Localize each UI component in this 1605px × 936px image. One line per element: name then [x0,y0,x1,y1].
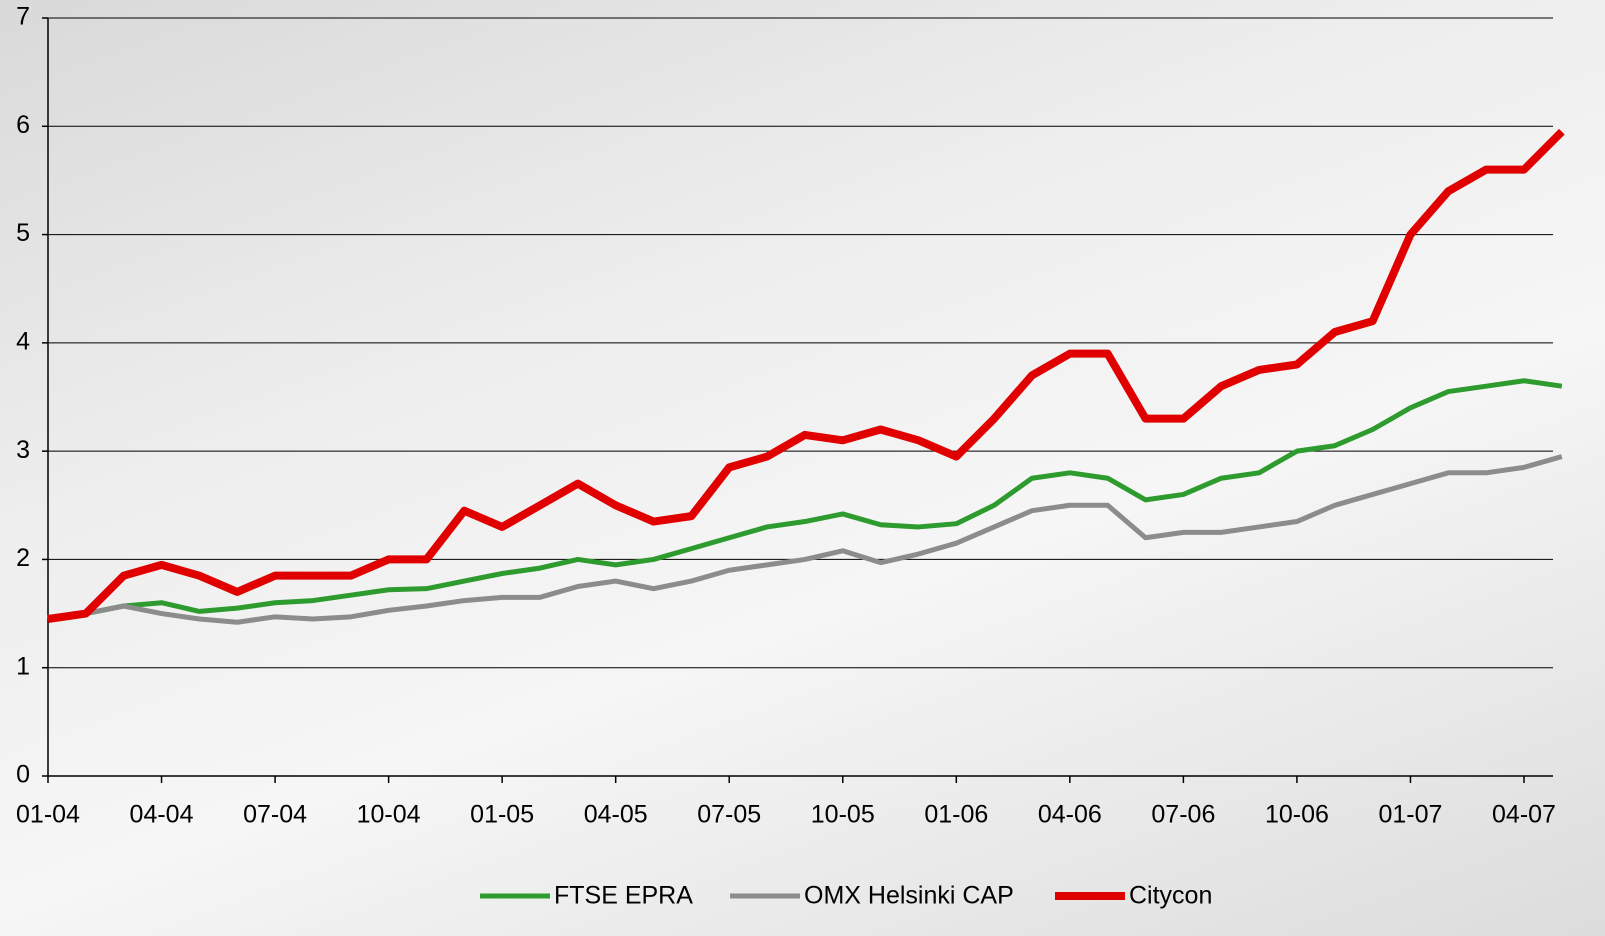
x-tick-label: 01-06 [924,801,988,829]
x-tick-label: 04-06 [1038,801,1102,829]
y-tick-label: 7 [16,3,30,31]
legend-label: FTSE EPRA [554,882,693,910]
y-tick-label: 4 [16,327,30,355]
x-tick-label: 10-04 [357,801,421,829]
series-line [47,128,1565,623]
x-tick-label: 04-07 [1492,801,1556,829]
x-tick-label: 07-06 [1151,801,1215,829]
y-tick-label: 1 [16,652,30,680]
legend-label: OMX Helsinki CAP [804,882,1014,910]
y-tick-label: 0 [16,761,30,789]
x-tick-label: 04-05 [584,801,648,829]
x-tick-label: 07-04 [243,801,307,829]
x-tick-label: 01-07 [1378,801,1442,829]
legend-label: Citycon [1129,882,1212,910]
series-line [47,378,1563,622]
y-tick-label: 2 [16,544,30,572]
y-tick-label: 6 [16,111,30,139]
x-tick-label: 01-04 [16,801,80,829]
y-tick-label: 5 [16,219,30,247]
x-tick-label: 01-05 [470,801,534,829]
x-tick-label: 10-05 [811,801,875,829]
x-tick-label: 10-06 [1265,801,1329,829]
series-line [47,454,1563,625]
y-tick-label: 3 [16,436,30,464]
x-tick-label: 07-05 [697,801,761,829]
x-tick-label: 04-04 [130,801,194,829]
